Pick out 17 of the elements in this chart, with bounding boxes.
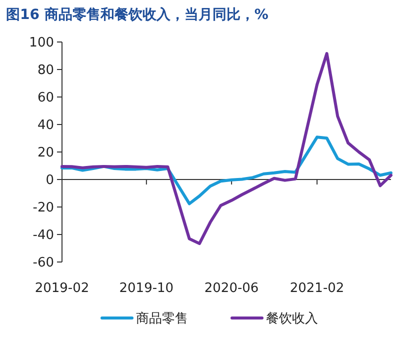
x-tick-label: 2019-02 <box>34 281 90 296</box>
y-tick-label: 0 <box>46 173 54 188</box>
y-tick-label: 100 <box>29 36 54 51</box>
y-tick-label: 80 <box>37 63 54 78</box>
y-tick-label: 20 <box>37 146 54 161</box>
legend-label: 商品零售 <box>136 312 188 327</box>
x-tick-label: 2019-10 <box>119 281 174 296</box>
line-series <box>60 52 392 246</box>
y-tick-label: 60 <box>37 90 54 106</box>
x-tick-label: 2021-02 <box>290 281 344 296</box>
legend-label: 餐饮收入 <box>266 312 318 327</box>
y-tick-label: 40 <box>37 118 54 134</box>
y-tick-label: -20 <box>32 200 54 216</box>
x-tick-label: 2020-06 <box>204 281 259 296</box>
y-tick-label: -40 <box>32 228 54 244</box>
chart-title: 图16 商品零售和餐饮收入，当月同比，% <box>6 6 268 23</box>
y-tick-label: -60 <box>32 256 54 271</box>
